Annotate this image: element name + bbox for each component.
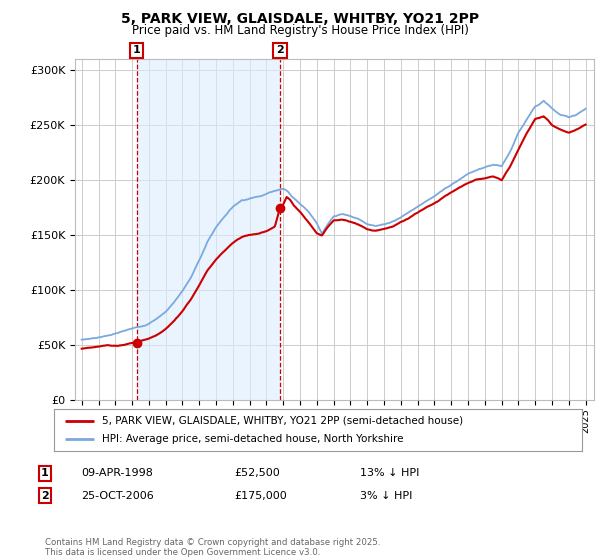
Text: 09-APR-1998: 09-APR-1998	[81, 468, 153, 478]
Text: 2: 2	[41, 491, 49, 501]
Text: 3% ↓ HPI: 3% ↓ HPI	[360, 491, 412, 501]
Text: 5, PARK VIEW, GLAISDALE, WHITBY, YO21 2PP: 5, PARK VIEW, GLAISDALE, WHITBY, YO21 2P…	[121, 12, 479, 26]
Text: 13% ↓ HPI: 13% ↓ HPI	[360, 468, 419, 478]
Text: 1: 1	[133, 45, 140, 55]
Text: £175,000: £175,000	[234, 491, 287, 501]
Text: 1: 1	[41, 468, 49, 478]
Bar	[137, 59, 280, 400]
Text: 25-OCT-2006: 25-OCT-2006	[81, 491, 154, 501]
Text: £52,500: £52,500	[234, 468, 280, 478]
Text: HPI: Average price, semi-detached house, North Yorkshire: HPI: Average price, semi-detached house,…	[101, 434, 403, 444]
Text: 2: 2	[276, 45, 284, 55]
Text: Contains HM Land Registry data © Crown copyright and database right 2025.
This d: Contains HM Land Registry data © Crown c…	[45, 538, 380, 557]
Text: Price paid vs. HM Land Registry's House Price Index (HPI): Price paid vs. HM Land Registry's House …	[131, 24, 469, 37]
Text: 5, PARK VIEW, GLAISDALE, WHITBY, YO21 2PP (semi-detached house): 5, PARK VIEW, GLAISDALE, WHITBY, YO21 2P…	[101, 416, 463, 426]
